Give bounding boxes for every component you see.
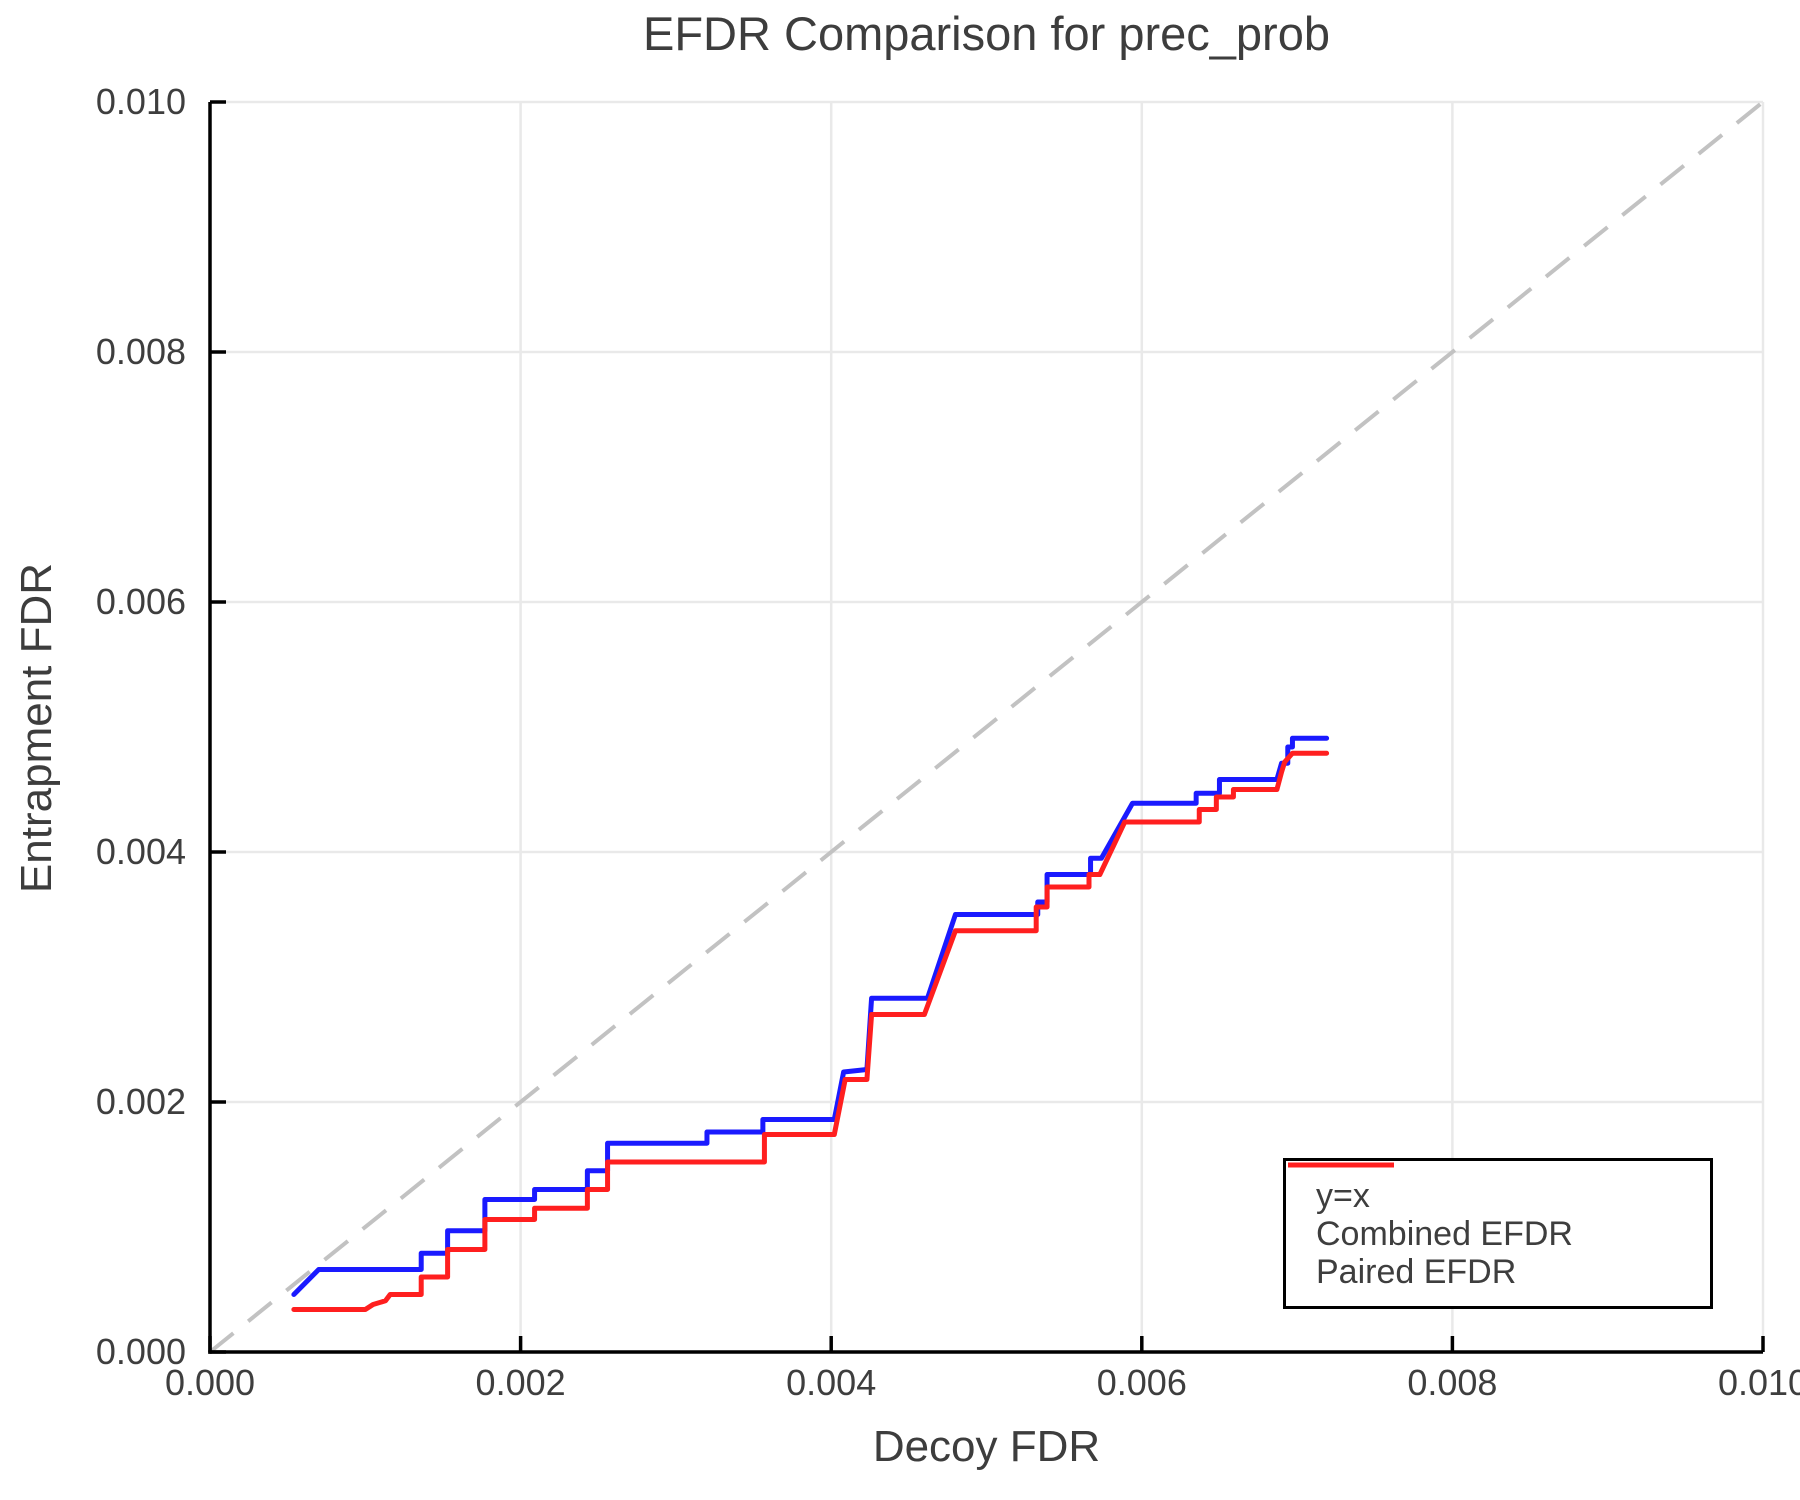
- legend-row-paired: Paired EFDR: [1288, 1162, 1710, 1291]
- x-tick-label: 0.004: [786, 1362, 877, 1403]
- y-tick-label: 0.006: [95, 581, 186, 622]
- red-line-sample-icon: [1288, 1162, 1394, 1168]
- x-axis-title: Decoy FDR: [872, 1422, 1101, 1471]
- series-line-paired-efdr: [291, 750, 1330, 1312]
- legend: y=x Combined EFDR Paired EFDR: [1283, 1158, 1713, 1309]
- x-tick-label: 0.000: [164, 1362, 256, 1403]
- y-tick-label: 0.004: [95, 831, 186, 872]
- y-tick-label: 0.010: [95, 81, 186, 122]
- legend-label-paired: Paired EFDR: [1316, 1252, 1517, 1291]
- x-tick-label: 0.008: [1407, 1362, 1498, 1403]
- y-tick-label: 0.002: [95, 1081, 186, 1122]
- legend-row-combined: Combined EFDR: [1288, 1162, 1710, 1253]
- y-axis-title: Entrapment FDR: [12, 562, 61, 894]
- legend-label-reference: y=x: [1316, 1176, 1370, 1215]
- chart-title: EFDR Comparison for prec_prob: [643, 7, 1330, 60]
- y-tick-label: 0.008: [95, 331, 186, 372]
- legend-row-reference: y=x: [1288, 1162, 1710, 1215]
- x-tick-label: 0.006: [1096, 1362, 1187, 1403]
- series-line-combined-efdr: [291, 735, 1330, 1297]
- x-tick-label: 0.010: [1717, 1362, 1800, 1403]
- legend-label-combined: Combined EFDR: [1316, 1214, 1573, 1253]
- x-tick-label: 0.002: [475, 1362, 566, 1403]
- y-tick-label: 0.000: [95, 1331, 186, 1372]
- reference-line-y-equals-x: [208, 100, 1765, 1354]
